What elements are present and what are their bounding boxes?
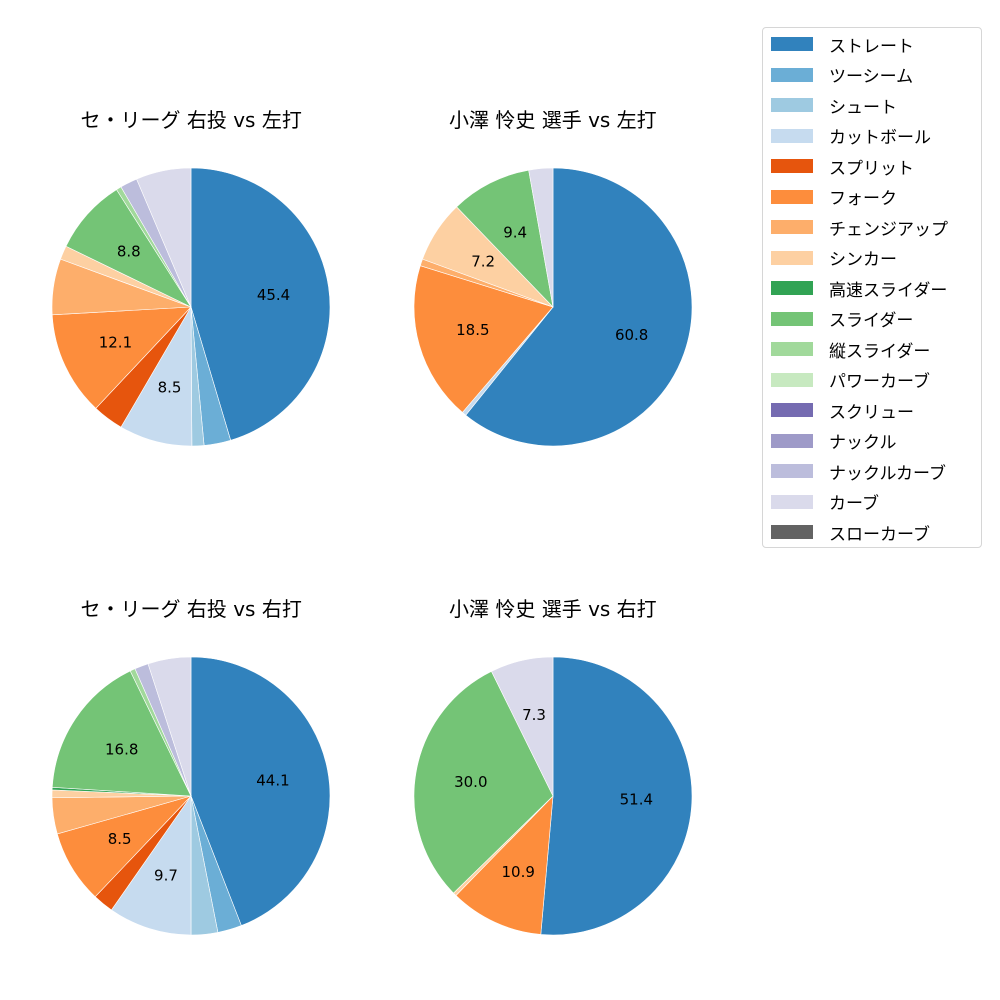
legend-label: 高速スライダー: [829, 280, 948, 301]
slice-value-label: 30.0: [454, 773, 487, 791]
legend-item: フォーク: [771, 187, 897, 209]
legend-swatch-changeup: [771, 220, 813, 234]
chart-title-bottom-left: セ・リーグ 右投 vs 右打: [80, 597, 302, 621]
slice-value-label: 8.5: [108, 830, 132, 848]
legend-swatch-knuckle: [771, 433, 813, 448]
pie-slice: [491, 656, 554, 797]
legend-item: 縦スライダー: [771, 339, 931, 362]
legend-item: ツーシーム: [771, 65, 914, 87]
legend-item: ストレート: [771, 34, 914, 57]
legend: ストレート ツーシーム シュート カットボール スプリット フォーク チェンジア…: [762, 27, 982, 548]
legend-item: スクリュー: [771, 400, 914, 423]
legend-label: スローカーブ: [829, 524, 930, 545]
legend-swatch-straight: [771, 37, 813, 51]
pie-slice: [190, 167, 331, 441]
legend-label: フォーク: [829, 189, 897, 209]
slice-value-label: 16.8: [105, 741, 138, 759]
slice-value-label: 7.2: [471, 252, 495, 270]
legend-swatch-cut-ball: [771, 128, 813, 143]
pie-slice: [190, 656, 331, 926]
legend-item: シンカー: [771, 248, 897, 270]
pie-slice: [465, 167, 693, 447]
legend-item: ナックル: [771, 431, 897, 453]
legend-item: ナックルカーブ: [771, 461, 946, 484]
legend-label: シュート: [829, 97, 897, 118]
slice-value-label: 7.3: [522, 706, 546, 724]
legend-label: チェンジアップ: [829, 219, 948, 240]
pie-slice: [136, 167, 192, 308]
legend-label: カットボール: [829, 128, 931, 148]
legend-swatch-split: [771, 159, 813, 173]
slice-value-label: 45.4: [257, 286, 290, 304]
pie-slice: [540, 656, 693, 936]
legend-label: ストレート: [829, 36, 914, 57]
legend-item: 高速スライダー: [771, 278, 948, 301]
slice-value-label: 10.9: [501, 863, 534, 881]
pie-slice: [528, 167, 554, 308]
slice-value-label: 8.8: [117, 242, 141, 260]
pie-slice: [51, 306, 192, 409]
legend-label: 縦スライダー: [829, 341, 931, 362]
legend-item: チェンジアップ: [771, 217, 948, 240]
legend-swatch-two-seam: [771, 67, 813, 82]
legend-label: スクリュー: [829, 402, 914, 423]
pie-slice: [111, 795, 192, 936]
slice-value-label: 8.5: [158, 379, 182, 397]
legend-item: カーブ: [771, 492, 879, 514]
slice-value-label: 9.7: [154, 867, 178, 885]
slice-value-label: 18.5: [456, 321, 489, 339]
legend-label: ナックルカーブ: [829, 463, 946, 484]
legend-swatch-vertical-slider: [771, 342, 813, 356]
slice-value-label: 44.1: [256, 772, 289, 790]
legend-item: カットボール: [771, 126, 931, 148]
legend-swatch-slider: [771, 311, 813, 326]
legend-item: シュート: [771, 95, 897, 118]
legend-swatch-screwball: [771, 403, 813, 417]
slice-value-label: 60.8: [615, 326, 648, 344]
chart-title-top-left: セ・リーグ 右投 vs 左打: [80, 108, 302, 132]
legend-label: ツーシーム: [829, 67, 914, 87]
legend-swatch-curve: [771, 494, 813, 509]
pie-slice: [413, 670, 554, 894]
legend-label: ナックル: [829, 433, 897, 453]
legend-item: スローカーブ: [771, 522, 930, 545]
legend-swatch-power-curve: [771, 372, 813, 387]
legend-swatch-shoot: [771, 98, 813, 112]
legend-label: カーブ: [829, 494, 879, 514]
legend-swatch-knuckle-curve: [771, 464, 813, 478]
legend-swatch-fast-slider: [771, 281, 813, 295]
slice-value-label: 12.1: [99, 333, 132, 351]
pie-slice: [455, 795, 554, 935]
legend-item: パワーカーブ: [771, 370, 930, 392]
legend-label: シンカー: [829, 250, 897, 270]
pie-slice: [147, 656, 192, 797]
legend-item: スライダー: [771, 309, 914, 331]
legend-swatch-slow-curve: [771, 525, 813, 539]
legend-item: スプリット: [771, 156, 914, 179]
pie-slice: [456, 169, 554, 308]
legend-label: スプリット: [829, 158, 914, 179]
chart-title-top-right: 小澤 怜史 選手 vs 左打: [449, 108, 657, 132]
slice-value-label: 51.4: [620, 791, 653, 809]
slice-value-label: 9.4: [503, 224, 527, 242]
legend-label: パワーカーブ: [829, 372, 930, 392]
legend-swatch-sinker: [771, 250, 813, 265]
legend-label: スライダー: [829, 311, 914, 331]
pie-slice: [51, 670, 192, 797]
pie-slice: [413, 265, 554, 413]
chart-title-bottom-right: 小澤 怜史 選手 vs 右打: [449, 597, 657, 621]
legend-swatch-fork: [771, 189, 813, 204]
